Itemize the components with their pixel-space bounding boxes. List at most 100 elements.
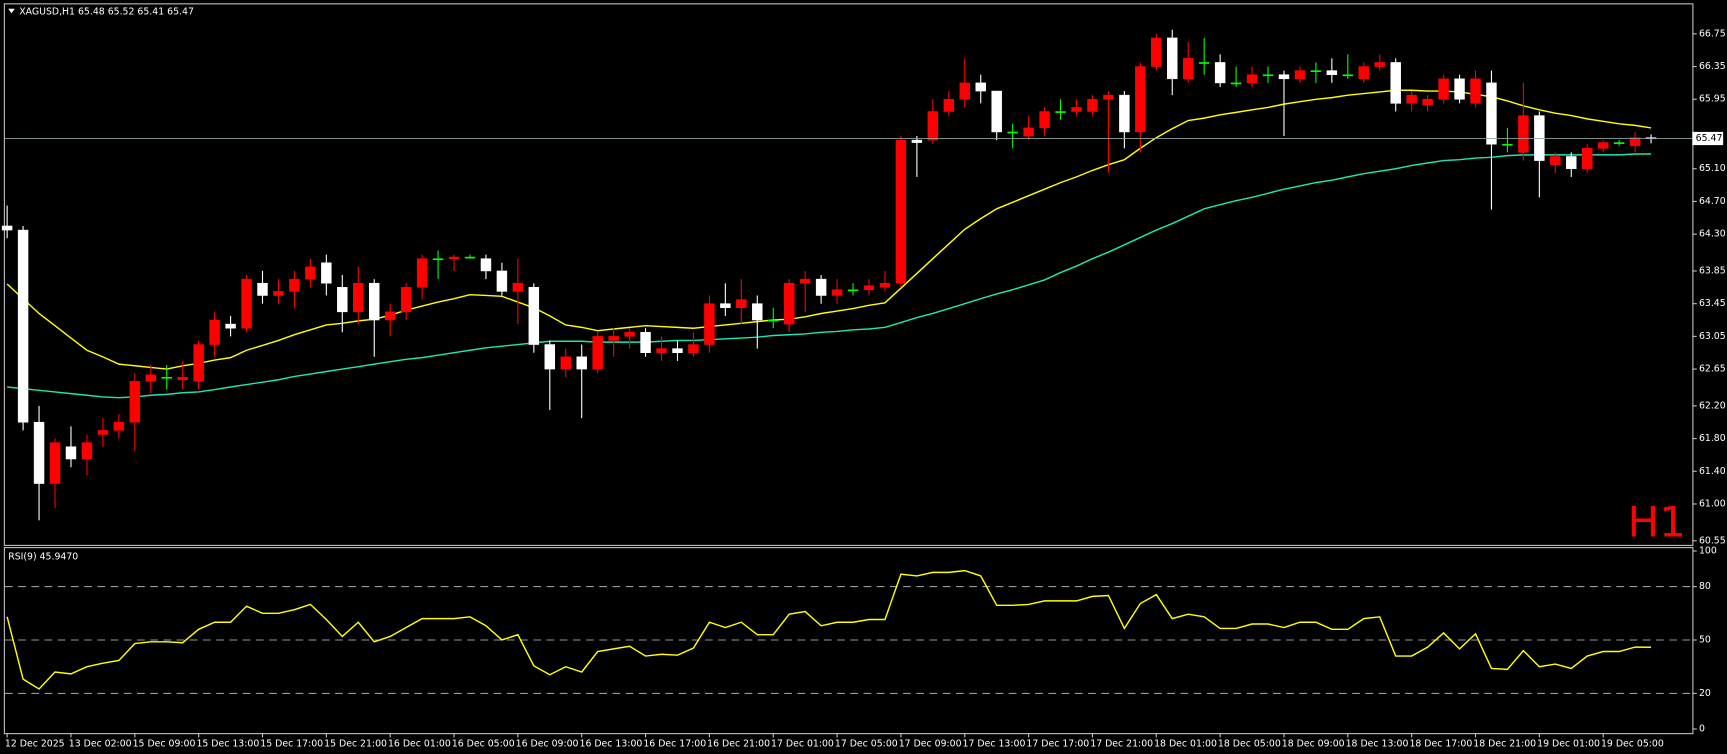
candle-body <box>1486 82 1497 145</box>
candle-body <box>1055 111 1066 113</box>
candle-body <box>273 291 284 296</box>
candle-body <box>368 282 380 321</box>
candle-body <box>496 270 508 292</box>
y-tick-label: 63.05 <box>1699 331 1726 342</box>
candle-body <box>528 287 540 345</box>
candle-body <box>1406 94 1417 104</box>
candle-body <box>1358 66 1370 80</box>
candle-body <box>1582 148 1593 170</box>
rsi-panel-frame <box>3 547 1694 735</box>
candle-body <box>799 278 811 284</box>
candle-body <box>1550 156 1561 165</box>
y-tick-label: 100 <box>1699 546 1717 557</box>
candle-body <box>1390 62 1401 104</box>
timeframe-label: H1 <box>1628 498 1686 547</box>
y-tick-label: 64.70 <box>1699 196 1726 207</box>
candle-body <box>1023 127 1034 137</box>
candle-body <box>688 344 699 353</box>
candle-body <box>975 82 986 92</box>
x-tick-label: 19 Dec 05:00 <box>1601 739 1664 750</box>
candle-body <box>113 421 125 431</box>
x-tick-label: 17 Dec 05:00 <box>835 739 898 750</box>
candle-body <box>1342 74 1354 77</box>
y-tick-label: 50 <box>1699 635 1711 646</box>
candle-body <box>736 299 747 309</box>
candle-body <box>1103 94 1114 100</box>
candle-body <box>1613 142 1625 144</box>
candle-body <box>353 282 364 313</box>
candle-body <box>432 258 444 261</box>
candle-body <box>1182 58 1194 80</box>
candle-body <box>1502 143 1513 146</box>
candle-body <box>1310 70 1322 73</box>
candle-body <box>49 442 61 484</box>
candle-body <box>145 374 157 382</box>
y-tick-label: 62.65 <box>1699 364 1726 375</box>
x-tick-label: 18 Dec 13:00 <box>1346 739 1409 750</box>
candle-body <box>193 344 204 382</box>
candle-body <box>752 303 763 321</box>
candle-body <box>177 376 188 380</box>
candle-body <box>1167 37 1178 80</box>
candle-body <box>81 442 93 460</box>
candle-body <box>1294 70 1306 80</box>
candle-body <box>1007 131 1018 134</box>
x-tick-label: 16 Dec 05:00 <box>452 739 515 750</box>
x-tick-label: 12 Dec 2025 <box>5 739 65 750</box>
candle-body <box>879 282 891 288</box>
candle-body <box>305 266 316 280</box>
x-tick-label: 17 Dec 13:00 <box>963 739 1026 750</box>
x-tick-label: 16 Dec 17:00 <box>643 739 706 750</box>
candle-body <box>1629 137 1641 147</box>
y-tick-label: 61.80 <box>1699 433 1726 444</box>
candle-body <box>911 139 923 143</box>
y-tick-label: 66.35 <box>1699 61 1726 72</box>
candle-body <box>1119 94 1130 133</box>
candle-body <box>847 289 859 292</box>
candle-body <box>783 282 795 325</box>
x-tick-label: 17 Dec 17:00 <box>1026 739 1089 750</box>
x-tick-label: 13 Dec 02:00 <box>69 739 132 750</box>
candle-body <box>65 446 77 460</box>
x-tick-label: 16 Dec 01:00 <box>388 739 451 750</box>
candle-body <box>959 82 970 100</box>
candle-body <box>1230 82 1242 85</box>
candle-body <box>895 139 907 284</box>
x-tick-label: 17 Dec 01:00 <box>771 739 834 750</box>
y-tick-label: 63.85 <box>1699 265 1726 276</box>
candle-body <box>831 289 843 296</box>
moving-average <box>6 89 1652 370</box>
candle-body <box>544 344 556 370</box>
candle-body <box>33 421 45 484</box>
candle-body <box>241 278 252 329</box>
y-tick-label: 65.10 <box>1699 163 1726 174</box>
candle-body <box>1198 62 1210 64</box>
candle-body <box>161 376 172 379</box>
x-tick-label: 19 Dec 01:00 <box>1537 739 1600 750</box>
candle-body <box>1214 62 1226 84</box>
candle-body <box>1438 78 1449 100</box>
candle-body <box>1422 98 1433 106</box>
candle-body <box>704 303 715 345</box>
candle-body <box>129 381 141 423</box>
x-tick-label: 18 Dec 17:00 <box>1409 739 1472 750</box>
candle-body <box>1597 142 1609 149</box>
candle-body <box>720 303 731 309</box>
moving-average <box>7 153 1652 399</box>
candle-body <box>1454 78 1465 100</box>
candle-body <box>1326 70 1338 75</box>
candle-body <box>768 319 779 322</box>
candle-body <box>863 285 875 291</box>
candle-body <box>624 332 635 337</box>
y-tick-label: 63.45 <box>1699 298 1726 309</box>
x-tick-label: 15 Dec 09:00 <box>133 739 196 750</box>
candle-body <box>1087 98 1098 112</box>
y-tick-label: 65.95 <box>1699 94 1726 105</box>
x-tick-label: 18 Dec 05:00 <box>1218 739 1281 750</box>
x-tick-label: 18 Dec 21:00 <box>1473 739 1536 750</box>
candle-body <box>1246 74 1258 84</box>
y-tick-label: 60.55 <box>1699 535 1726 546</box>
candle-body <box>416 258 428 288</box>
candle-body <box>560 356 571 370</box>
